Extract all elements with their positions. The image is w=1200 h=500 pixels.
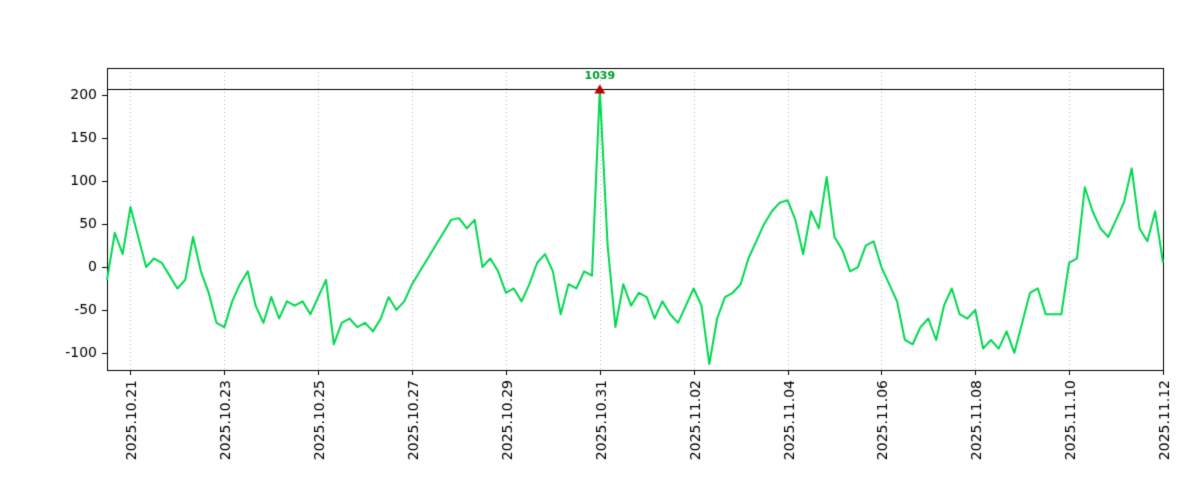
users-per-period-page: Users per Period(4h) bbox=[0, 0, 1200, 500]
users-per-period-line-chart bbox=[0, 0, 1200, 500]
